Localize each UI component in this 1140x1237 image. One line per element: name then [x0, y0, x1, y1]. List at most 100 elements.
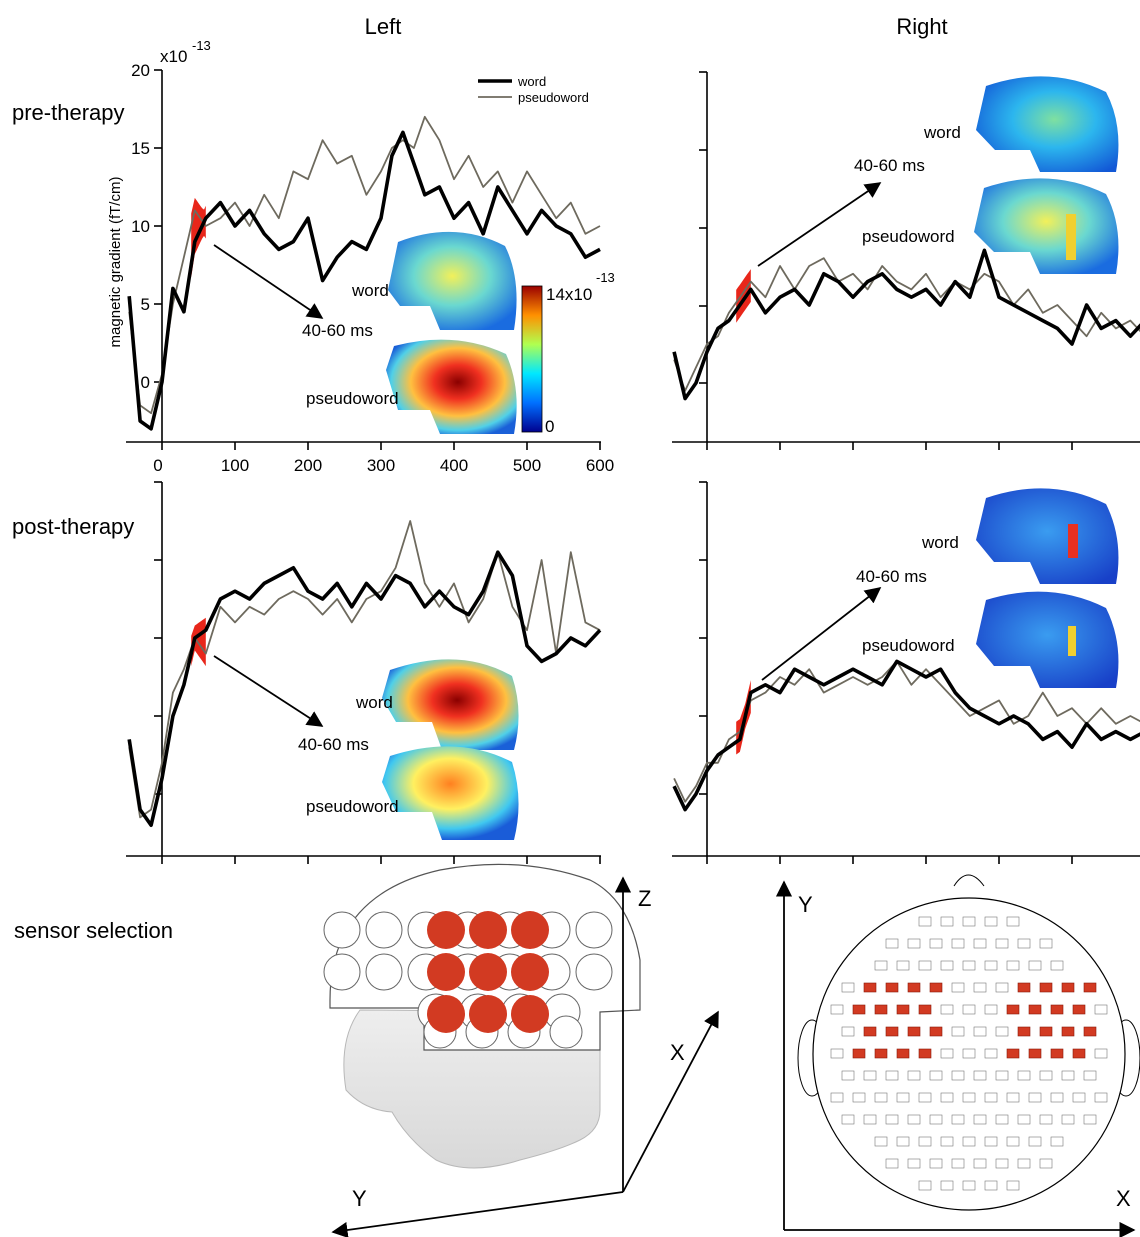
channel: [1039, 1158, 1053, 1169]
topomap-pseudoword-label: pseudoword: [306, 797, 399, 816]
channel: [995, 1114, 1009, 1125]
y-tick-marks: [154, 69, 162, 383]
topomap-pseudoword-label: pseudoword: [862, 227, 955, 246]
channel: [874, 960, 888, 971]
channel: [929, 938, 943, 949]
colorbar-max-exp: -13: [596, 270, 615, 285]
channel: [995, 982, 1009, 993]
channel: [929, 1114, 943, 1125]
channel: [940, 1004, 954, 1015]
selected-channel: [885, 982, 899, 993]
topomap-word-label: word: [355, 693, 393, 712]
selected-channel: [1072, 1048, 1086, 1059]
series-word-line: [127, 130, 601, 431]
channel: [885, 938, 899, 949]
window-arrow: [757, 182, 882, 267]
y-tick-label: 10: [131, 217, 150, 236]
selected-channel: [929, 982, 943, 993]
helmet-sensor: [365, 911, 403, 949]
channel: [984, 1136, 998, 1147]
topomap-word: [388, 231, 517, 330]
header-left: Left: [365, 14, 402, 39]
colorbar-max-label: 14x10: [546, 285, 592, 304]
helmet-sensor: [575, 911, 613, 949]
channel: [1039, 938, 1053, 949]
channel: [896, 1136, 910, 1147]
channel: [940, 1048, 954, 1059]
channel: [973, 938, 987, 949]
selected-channel: [929, 1026, 943, 1037]
selected-channel: [1061, 982, 1075, 993]
channel: [1017, 1158, 1031, 1169]
channel: [1039, 1070, 1053, 1081]
y-tick-marks: [699, 481, 707, 795]
axis-y-label: Y: [798, 892, 813, 917]
x-tick-label: 0: [153, 456, 162, 475]
axis-x-label: X: [670, 1040, 685, 1065]
selected-channel: [907, 982, 921, 993]
channel: [1017, 1070, 1031, 1081]
selected-channel: [874, 1004, 888, 1015]
window-arrow: [213, 655, 324, 727]
colorbar: [521, 285, 543, 433]
channel: [940, 1180, 954, 1191]
channel: [885, 1070, 899, 1081]
channel: [1050, 960, 1064, 971]
channel: [885, 1114, 899, 1125]
channel: [830, 1092, 844, 1103]
channel: [907, 1070, 921, 1081]
selected-sensor: [469, 995, 507, 1033]
channel: [1028, 1092, 1042, 1103]
channel: [1039, 1114, 1053, 1125]
channel: [1050, 1136, 1064, 1147]
channel: [863, 1114, 877, 1125]
header-right: Right: [896, 14, 947, 39]
helmet-sensor: [323, 911, 361, 949]
channel: [841, 1026, 855, 1037]
channel: [1006, 1180, 1020, 1191]
selected-sensor: [511, 953, 549, 991]
channel: [940, 960, 954, 971]
selected-sensor: [427, 995, 465, 1033]
helmet-sensor: [323, 953, 361, 991]
channel: [1083, 1070, 1097, 1081]
topomap-word-label: word: [351, 281, 389, 300]
selected-channel: [907, 1026, 921, 1037]
selected-channel: [918, 1004, 932, 1015]
selected-channel: [1039, 1026, 1053, 1037]
selected-channel: [885, 1026, 899, 1037]
helmet-selected-sensors: [427, 911, 549, 1033]
channel: [852, 1092, 866, 1103]
highlight-window: [736, 269, 751, 323]
x-tick-label: 300: [367, 456, 395, 475]
channel: [962, 916, 976, 927]
selected-channel: [1083, 982, 1097, 993]
channel: [1017, 938, 1031, 949]
channel: [918, 916, 932, 927]
channel: [907, 1114, 921, 1125]
topomap-edge-hotspot: [1068, 524, 1078, 558]
selected-channel: [896, 1048, 910, 1059]
axis-x: [622, 1010, 719, 1193]
helmet-sensor: [575, 953, 613, 991]
channel: [830, 1048, 844, 1059]
channel: [962, 1092, 976, 1103]
topomap-pseudoword: [386, 339, 517, 434]
x-tick-marks: [706, 856, 1073, 864]
channel: [951, 938, 965, 949]
channel: [984, 1004, 998, 1015]
channel: [973, 1114, 987, 1125]
axis-z-label: Z: [638, 886, 651, 911]
y-tick-marks: [699, 71, 707, 384]
x-tick-label: 600: [586, 456, 614, 475]
axis-y-label: Y: [352, 1186, 367, 1211]
panel-post-left: 40-60 ms word pseudoword: [126, 481, 602, 864]
channel: [962, 1180, 976, 1191]
panel-post-right: 40-60 ms word pseudoword: [672, 481, 1140, 864]
topomap-pseudoword-label: pseudoword: [306, 389, 399, 408]
channel: [874, 1136, 888, 1147]
x-tick-label: 400: [440, 456, 468, 475]
selected-channel: [1039, 982, 1053, 993]
channel: [973, 1070, 987, 1081]
channel: [874, 1092, 888, 1103]
